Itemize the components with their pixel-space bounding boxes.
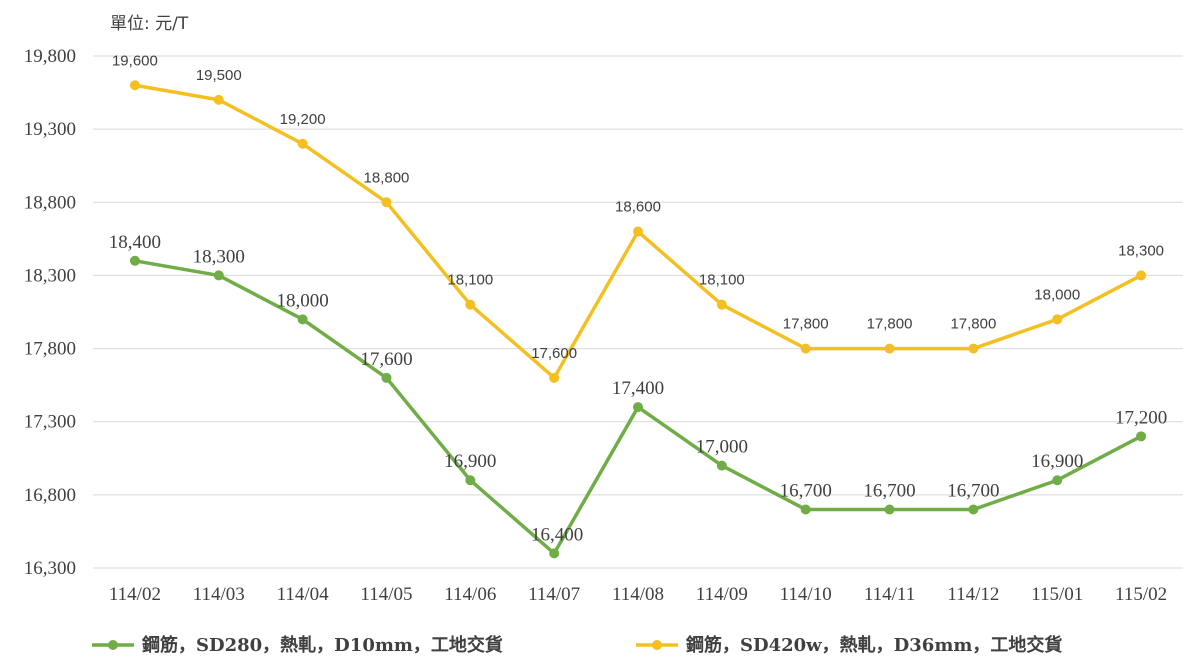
data-label-s1: 17,000 xyxy=(696,437,748,458)
data-label-s1: 16,700 xyxy=(863,480,915,501)
data-label-s2: 18,600 xyxy=(615,199,661,216)
data-label-s2: 18,000 xyxy=(1034,286,1080,303)
x-tick-label: 114/08 xyxy=(612,584,664,605)
data-point-s1 xyxy=(800,504,811,515)
data-label-s2: 17,800 xyxy=(867,316,913,333)
data-label-s1: 16,900 xyxy=(444,451,496,472)
data-label-s2: 18,100 xyxy=(447,272,493,289)
data-point-s2 xyxy=(549,372,560,383)
data-label-s1: 18,000 xyxy=(276,290,328,311)
data-point-s2 xyxy=(1136,270,1147,281)
data-point-s2 xyxy=(1052,314,1063,325)
legend-label-s2: 鋼筋，SD420w，熱軋，D36mm，工地交貨 xyxy=(685,634,1062,656)
gridlines xyxy=(93,55,1183,569)
x-tick-label: 114/07 xyxy=(528,584,580,605)
data-label-s1: 16,900 xyxy=(1031,451,1083,472)
legend-item-s1: 鋼筋，SD280，熱軋，D10mm，工地交貨 xyxy=(92,634,503,656)
data-label-s2: 19,600 xyxy=(112,52,158,69)
data-point-s2 xyxy=(968,343,979,354)
data-label-s1: 16,700 xyxy=(780,480,832,501)
data-label-s1: 17,200 xyxy=(1115,407,1167,428)
data-point-s1 xyxy=(297,314,308,325)
legend-label-s1: 鋼筋，SD280，熱軋，D10mm，工地交貨 xyxy=(141,634,503,656)
unit-label: 單位: 元/T xyxy=(110,14,189,34)
data-point-s1 xyxy=(213,270,224,281)
data-point-s2 xyxy=(716,299,727,310)
y-axis-ticks: 16,300 16,800 17,300 17,800 18,300 18,800 19,3… xyxy=(24,46,76,579)
y-tick-label: 19,300 xyxy=(24,119,76,140)
data-label-s1: 18,300 xyxy=(193,246,245,267)
y-tick-label: 18,300 xyxy=(24,265,76,286)
data-point-s2 xyxy=(633,226,643,237)
data-point-s2 xyxy=(884,343,895,354)
x-tick-label: 114/03 xyxy=(193,584,245,605)
x-axis-ticks: 114/02 114/03 114/04 114/05 114/06 114/07 114/… xyxy=(109,584,1167,605)
data-label-s1: 18,400 xyxy=(109,232,161,253)
x-tick-label: 114/10 xyxy=(780,584,832,605)
data-point-s1 xyxy=(884,504,895,515)
y-tick-label: 17,300 xyxy=(24,412,76,433)
data-label-s2: 17,600 xyxy=(531,345,577,362)
legend-item-s2: 鋼筋，SD420w，熱軋，D36mm，工地交貨 xyxy=(636,634,1062,656)
data-point-s2 xyxy=(800,343,811,354)
y-tick-label: 16,300 xyxy=(24,558,76,579)
data-point-s1 xyxy=(716,460,727,471)
data-label-s1: 17,400 xyxy=(612,378,664,399)
data-point-s1 xyxy=(465,475,476,486)
data-point-s1 xyxy=(381,372,392,383)
x-tick-label: 114/04 xyxy=(277,584,330,605)
data-label-s1: 16,400 xyxy=(531,524,583,545)
y-tick-label: 17,800 xyxy=(24,339,76,360)
data-label-s2: 19,200 xyxy=(280,111,326,128)
series-points xyxy=(129,80,1147,559)
data-label-s2: 19,500 xyxy=(196,67,242,84)
x-tick-label: 114/09 xyxy=(696,584,748,605)
data-point-s1 xyxy=(1052,475,1063,486)
data-label-s2: 18,300 xyxy=(1118,242,1164,259)
data-point-s2 xyxy=(297,138,308,149)
data-point-s2 xyxy=(129,80,140,91)
data-point-s1 xyxy=(633,402,643,413)
data-point-s1 xyxy=(549,548,560,559)
y-tick-label: 19,800 xyxy=(24,46,76,67)
data-label-s2: 18,800 xyxy=(364,169,410,186)
data-point-s2 xyxy=(213,94,224,105)
data-label-s2: 17,800 xyxy=(783,316,829,333)
y-tick-label: 16,800 xyxy=(24,485,76,506)
x-tick-label: 114/02 xyxy=(109,584,161,605)
data-label-s2: 17,800 xyxy=(950,316,996,333)
data-label-s1: 16,700 xyxy=(947,480,999,501)
x-tick-label: 115/02 xyxy=(1115,584,1167,605)
x-tick-label: 114/11 xyxy=(864,584,915,605)
x-tick-label: 114/12 xyxy=(947,584,999,605)
legend-marker-s1 xyxy=(108,640,118,650)
x-tick-label: 115/01 xyxy=(1031,584,1083,605)
data-point-s1 xyxy=(1136,431,1147,442)
data-point-s2 xyxy=(381,197,392,208)
x-tick-label: 114/06 xyxy=(444,584,496,605)
data-point-s1 xyxy=(129,255,140,266)
data-label-s1: 17,600 xyxy=(360,349,412,370)
data-labels: 18,400 18,300 18,000 17,600 16,900 16,400 17,4… xyxy=(109,52,1167,545)
legend-marker-s2 xyxy=(652,640,662,650)
data-label-s2: 18,100 xyxy=(699,272,745,289)
data-point-s1 xyxy=(968,504,979,515)
x-tick-label: 114/05 xyxy=(360,584,412,605)
data-point-s2 xyxy=(465,299,476,310)
legend: 鋼筋，SD280，熱軋，D10mm，工地交貨 鋼筋，SD420w，熱軋，D36m… xyxy=(92,634,1062,656)
y-tick-label: 18,800 xyxy=(24,192,76,213)
